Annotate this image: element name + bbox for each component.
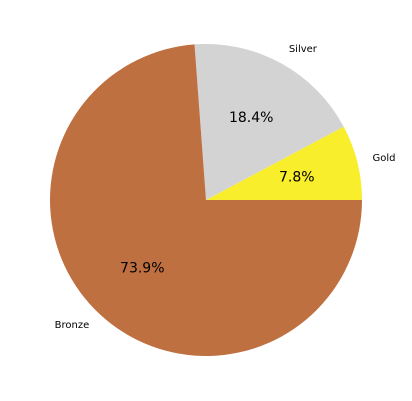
pie-slice-bronze bbox=[49, 44, 362, 356]
pie-percent-label-bronze: 73.9% bbox=[120, 261, 164, 277]
pie-percent-label-gold: 7.8% bbox=[279, 169, 315, 185]
pie-slice-silver bbox=[194, 43, 344, 201]
pie-category-label-silver: Silver bbox=[289, 44, 318, 55]
pie-category-label-bronze: Bronze bbox=[55, 320, 90, 331]
pie-category-label-gold: Gold bbox=[372, 153, 395, 164]
pie-slice-gold bbox=[206, 126, 362, 200]
pie-percent-label-silver: 18.4% bbox=[229, 110, 273, 126]
